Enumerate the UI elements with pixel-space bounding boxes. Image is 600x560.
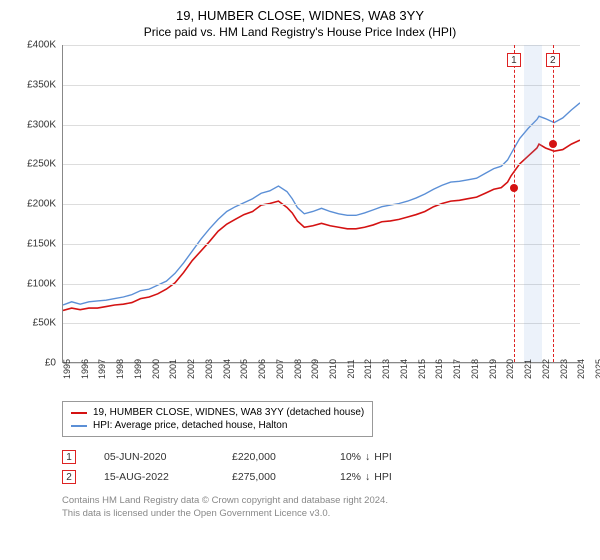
gridline	[63, 164, 580, 165]
x-tick-label: 2005	[239, 359, 249, 379]
arrow-down-icon: ↓	[365, 451, 370, 463]
x-tick-label: 2016	[434, 359, 444, 379]
x-tick-label: 2015	[417, 359, 427, 379]
sale-price: £275,000	[232, 471, 312, 483]
y-tick-label: £100K	[27, 278, 56, 289]
chart-title: 19, HUMBER CLOSE, WIDNES, WA8 3YY	[14, 8, 586, 23]
sale-diff-vs: HPI	[374, 471, 392, 483]
footnote-line: This data is licensed under the Open Gov…	[62, 508, 586, 521]
x-tick-label: 1997	[97, 359, 107, 379]
x-tick-label: 2011	[346, 359, 356, 378]
x-axis-labels: 1995199619971998199920002001200220032004…	[62, 365, 580, 395]
gridline	[63, 323, 580, 324]
x-tick-label: 2021	[523, 359, 533, 379]
sale-marker-box: 1	[507, 53, 521, 67]
sale-diff: 10% ↓ HPI	[340, 451, 392, 463]
sale-marker-line	[514, 45, 515, 362]
sale-marker-box: 2	[546, 53, 560, 67]
legend-swatch-icon	[71, 425, 87, 427]
y-tick-label: £50K	[33, 318, 56, 329]
legend-label: HPI: Average price, detached house, Halt…	[93, 420, 287, 431]
sales-table: 1 05-JUN-2020 £220,000 10% ↓ HPI 2 15-AUG-2022 £…	[62, 447, 586, 487]
legend: 19, HUMBER CLOSE, WIDNES, WA8 3YY (detac…	[62, 401, 373, 437]
sale-point-icon	[549, 140, 557, 148]
plot-region: 12	[62, 45, 580, 363]
sale-point-icon	[510, 184, 518, 192]
chart-area: £0£50K£100K£150K£200K£250K£300K£350K£400…	[14, 45, 586, 395]
chart-subtitle: Price paid vs. HM Land Registry's House …	[14, 25, 586, 39]
sale-number-box: 2	[62, 470, 76, 484]
gridline	[63, 284, 580, 285]
x-tick-label: 2000	[151, 359, 161, 379]
gridline	[63, 244, 580, 245]
y-tick-label: £200K	[27, 199, 56, 210]
arrow-down-icon: ↓	[365, 471, 370, 483]
sale-marker-line	[553, 45, 554, 362]
legend-label: 19, HUMBER CLOSE, WIDNES, WA8 3YY (detac…	[93, 407, 364, 418]
footnote-line: Contains HM Land Registry data © Crown c…	[62, 495, 586, 508]
x-tick-label: 2006	[257, 359, 267, 379]
sale-diff: 12% ↓ HPI	[340, 471, 392, 483]
sale-date: 15-AUG-2022	[104, 471, 204, 483]
x-tick-label: 2002	[186, 359, 196, 379]
x-tick-label: 1995	[62, 359, 72, 379]
x-tick-label: 2013	[381, 359, 391, 379]
gridline	[63, 204, 580, 205]
x-tick-label: 2007	[275, 359, 285, 379]
gridline	[63, 85, 580, 86]
legend-item: HPI: Average price, detached house, Halt…	[71, 419, 364, 432]
y-tick-label: £0	[45, 358, 56, 369]
sale-date: 05-JUN-2020	[104, 451, 204, 463]
x-tick-label: 2001	[168, 359, 178, 379]
y-tick-label: £150K	[27, 238, 56, 249]
x-tick-label: 2014	[399, 359, 409, 379]
x-tick-label: 2004	[222, 359, 232, 379]
x-tick-label: 2022	[541, 359, 551, 379]
y-tick-label: £300K	[27, 119, 56, 130]
sale-diff-pct: 12%	[340, 471, 361, 483]
y-tick-label: £250K	[27, 159, 56, 170]
x-tick-label: 1999	[133, 359, 143, 379]
x-tick-label: 2010	[328, 359, 338, 379]
y-tick-label: £350K	[27, 79, 56, 90]
x-tick-label: 2012	[363, 359, 373, 379]
x-tick-label: 1998	[115, 359, 125, 379]
x-tick-label: 2024	[576, 359, 586, 379]
gridline	[63, 45, 580, 46]
sale-number-box: 1	[62, 450, 76, 464]
footnote: Contains HM Land Registry data © Crown c…	[62, 495, 586, 521]
x-tick-label: 2020	[505, 359, 515, 379]
highlight-band	[524, 45, 542, 362]
x-tick-label: 2017	[452, 359, 462, 379]
sale-row: 1 05-JUN-2020 £220,000 10% ↓ HPI	[62, 447, 586, 467]
x-tick-label: 2018	[470, 359, 480, 379]
x-tick-label: 2019	[488, 359, 498, 379]
sale-row: 2 15-AUG-2022 £275,000 12% ↓ HPI	[62, 467, 586, 487]
legend-item: 19, HUMBER CLOSE, WIDNES, WA8 3YY (detac…	[71, 406, 364, 419]
sale-diff-pct: 10%	[340, 451, 361, 463]
x-tick-label: 2025	[594, 359, 600, 379]
x-tick-label: 2008	[293, 359, 303, 379]
sale-price: £220,000	[232, 451, 312, 463]
x-tick-label: 2003	[204, 359, 214, 379]
y-tick-label: £400K	[27, 40, 56, 51]
gridline	[63, 125, 580, 126]
x-tick-label: 2009	[310, 359, 320, 379]
x-tick-label: 2023	[559, 359, 569, 379]
sale-diff-vs: HPI	[374, 451, 392, 463]
y-axis-labels: £0£50K£100K£150K£200K£250K£300K£350K£400…	[14, 45, 60, 363]
x-tick-label: 1996	[80, 359, 90, 379]
legend-swatch-icon	[71, 412, 87, 414]
